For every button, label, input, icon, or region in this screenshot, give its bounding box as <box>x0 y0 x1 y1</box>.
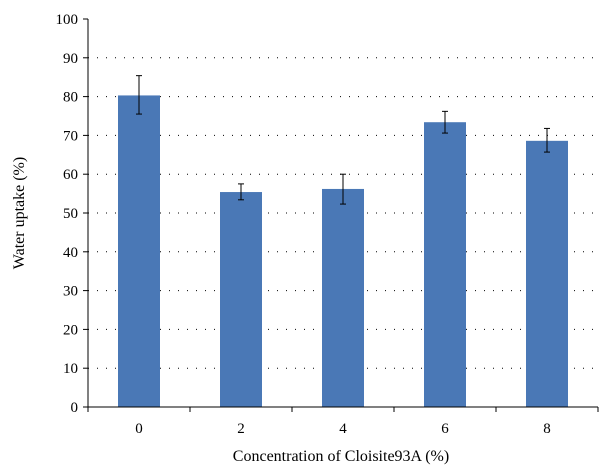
y-tick-label: 40 <box>63 245 78 261</box>
y-tick-label: 50 <box>63 206 78 222</box>
x-tick-label: 2 <box>237 421 245 437</box>
y-tick-label: 70 <box>63 128 78 144</box>
y-tick-label: 60 <box>63 167 78 183</box>
bar-6 <box>424 122 466 407</box>
axes <box>83 18 599 412</box>
y-axis-title: Water uptake (%) <box>11 157 28 269</box>
x-tick-labels: 0 2 4 6 8 <box>135 421 551 437</box>
error-bars <box>136 75 550 205</box>
y-tick-label: 0 <box>71 400 79 416</box>
x-axis-title: Concentration of Cloisite93A (%) <box>233 448 449 465</box>
x-tick-label: 8 <box>543 421 551 437</box>
bar-2 <box>220 192 262 407</box>
bars <box>118 95 568 407</box>
y-tick-labels: 0 10 20 30 40 50 60 70 80 90 100 <box>56 12 79 416</box>
x-tick-label: 4 <box>339 421 347 437</box>
y-tick-label: 20 <box>63 322 78 338</box>
bar-0 <box>118 95 160 407</box>
y-tick-label: 90 <box>63 51 78 67</box>
y-tick-label: 100 <box>56 12 79 28</box>
y-tick-label: 30 <box>63 284 78 300</box>
bar-8 <box>526 140 568 407</box>
x-tick-label: 6 <box>441 421 449 437</box>
bar-4 <box>322 188 364 407</box>
x-tick-label: 0 <box>135 421 143 437</box>
y-tick-label: 80 <box>63 90 78 106</box>
y-tick-label: 10 <box>63 361 78 377</box>
